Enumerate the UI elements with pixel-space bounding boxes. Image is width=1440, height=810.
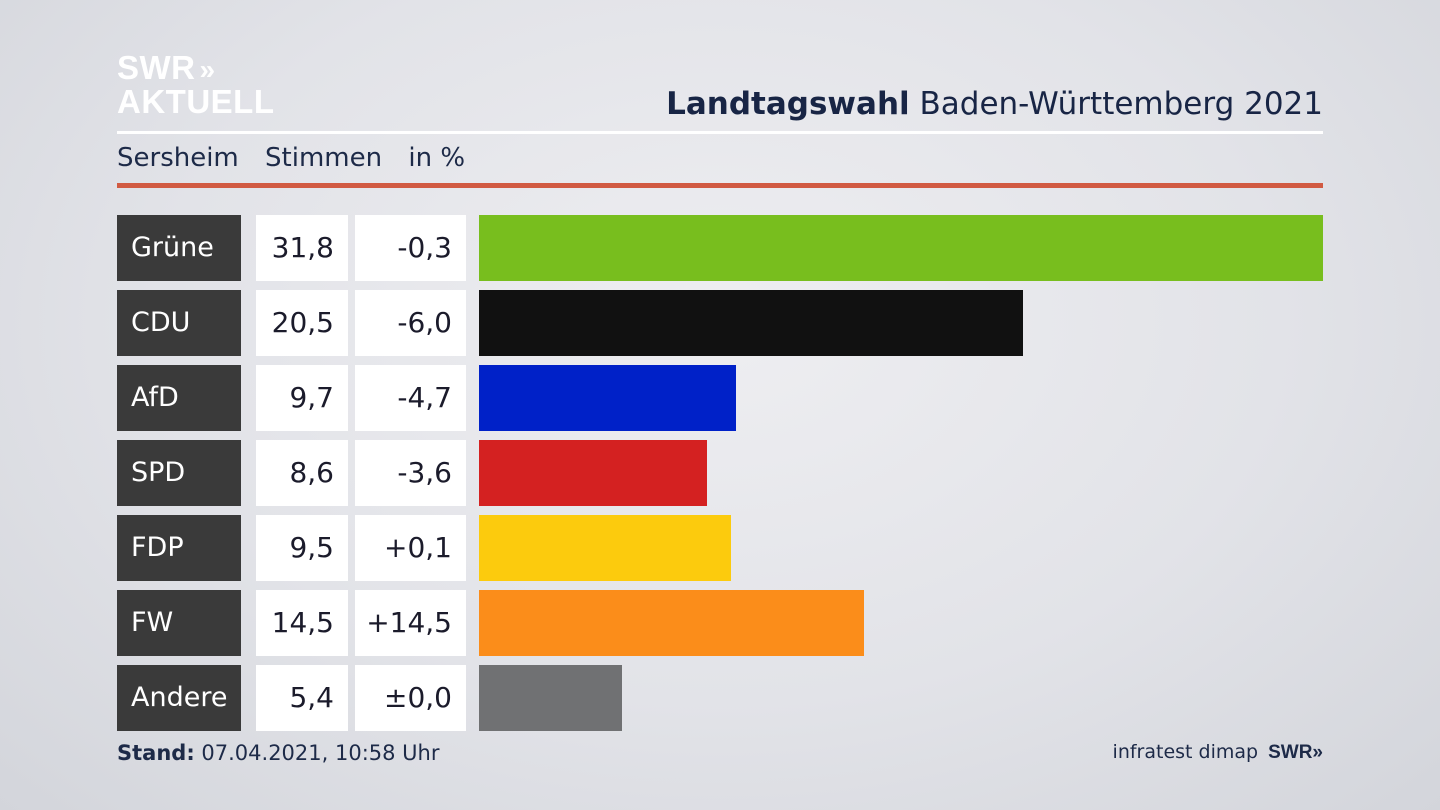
party-label: CDU bbox=[117, 290, 241, 356]
chart-title-bold: Landtagswahl bbox=[666, 86, 910, 122]
vote-change-value: +0,1 bbox=[355, 515, 466, 581]
chart-title: Landtagswahl Baden-Württemberg 2021 bbox=[666, 86, 1323, 122]
vote-change-value: ±0,0 bbox=[355, 665, 466, 731]
bar bbox=[479, 215, 1323, 281]
vote-change-value: -6,0 bbox=[355, 290, 466, 356]
vote-change-value: +14,5 bbox=[355, 590, 466, 656]
party-label: FDP bbox=[117, 515, 241, 581]
swr-arrows-icon: » bbox=[1312, 742, 1323, 763]
stand-value: 07.04.2021, 10:58 Uhr bbox=[194, 741, 440, 765]
stand-label: Stand: bbox=[117, 741, 195, 765]
vote-change-value: -3,6 bbox=[355, 440, 466, 506]
logo-swr-text: SWR bbox=[117, 49, 196, 86]
votes-header: Stimmen bbox=[265, 143, 383, 173]
source-text: infratest dimap bbox=[1112, 741, 1259, 763]
swr-brand-text: SWR bbox=[1268, 742, 1313, 763]
bar bbox=[479, 440, 707, 506]
logo-aktuell-text: AKTUELL bbox=[117, 83, 275, 120]
party-label: AfD bbox=[117, 365, 241, 431]
timestamp: Stand: 07.04.2021, 10:58 Uhr bbox=[117, 741, 440, 765]
vote-share-value: 5,4 bbox=[256, 665, 348, 731]
bar bbox=[479, 290, 1023, 356]
bar bbox=[479, 365, 736, 431]
unit-header: in % bbox=[408, 143, 466, 173]
location-label: Sersheim bbox=[117, 143, 239, 173]
source-credit: infratest dimap SWR» bbox=[1113, 741, 1323, 764]
vote-share-value: 31,8 bbox=[256, 215, 348, 281]
swr-aktuell-logo: SWR» AKTUELL bbox=[117, 49, 275, 120]
vote-share-value: 8,6 bbox=[256, 440, 348, 506]
swr-brand: SWR» bbox=[1268, 742, 1323, 763]
column-headers: Sersheim Stimmen in % bbox=[117, 143, 465, 173]
bar bbox=[479, 515, 731, 581]
party-label: Grüne bbox=[117, 215, 241, 281]
header-divider bbox=[117, 183, 1323, 188]
bar bbox=[479, 590, 864, 656]
title-divider bbox=[117, 131, 1323, 134]
vote-share-value: 9,7 bbox=[256, 365, 348, 431]
vote-change-value: -0,3 bbox=[355, 215, 466, 281]
vote-share-value: 9,5 bbox=[256, 515, 348, 581]
vote-share-value: 14,5 bbox=[256, 590, 348, 656]
logo-arrows-icon: » bbox=[199, 54, 215, 85]
vote-share-value: 20,5 bbox=[256, 290, 348, 356]
bar bbox=[479, 665, 622, 731]
vote-change-value: -4,7 bbox=[355, 365, 466, 431]
party-label: SPD bbox=[117, 440, 241, 506]
party-label: FW bbox=[117, 590, 241, 656]
party-label: Andere bbox=[117, 665, 241, 731]
chart-title-rest: Baden-Württemberg 2021 bbox=[909, 86, 1324, 122]
